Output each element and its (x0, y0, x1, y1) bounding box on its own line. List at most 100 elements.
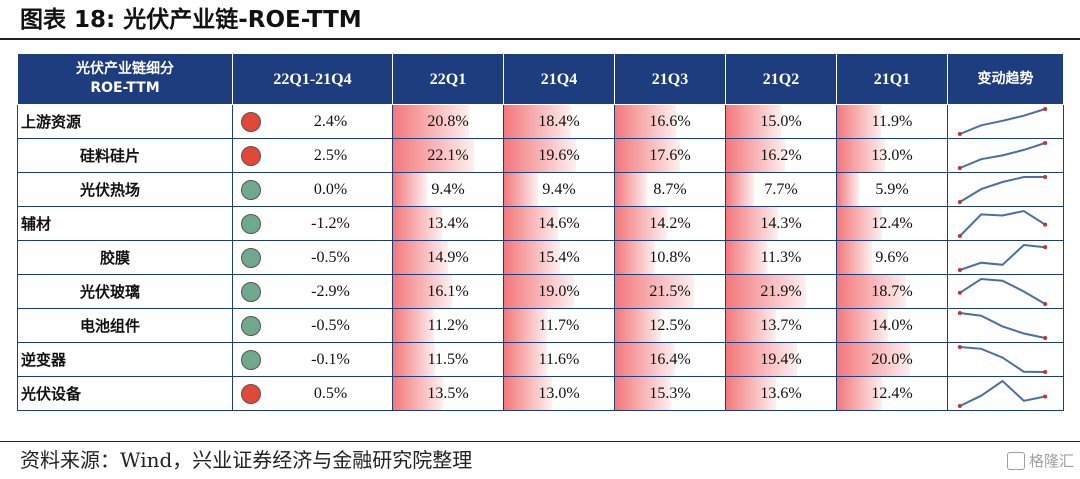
roe-value: 15.4% (538, 249, 580, 266)
change-header: 22Q1-21Q4 (232, 53, 393, 105)
roe-cell: 15.0% (725, 104, 837, 139)
segment-name: 光伏设备 (17, 376, 233, 411)
trend-cell (947, 308, 1064, 343)
segment-header: 光伏产业链细分 ROE-TTM (17, 53, 233, 105)
roe-bar (726, 241, 768, 274)
roe-bar (615, 207, 668, 240)
roe-value: 18.4% (538, 113, 580, 130)
roe-table: 光伏产业链细分 ROE-TTM 22Q1-21Q4 22Q1 21Q4 21Q3… (17, 53, 1064, 411)
roe-bar (504, 377, 552, 410)
roe-value: 16.2% (760, 147, 802, 164)
roe-bar (504, 173, 539, 206)
roe-cell: 18.4% (503, 104, 615, 139)
roe-bar (615, 241, 655, 274)
trend-sparkline (957, 209, 1048, 238)
roe-cell: 10.8% (614, 240, 726, 275)
change-value: -1.2% (311, 215, 350, 232)
sparkline-end-point (1043, 336, 1048, 340)
roe-bar (615, 173, 647, 206)
roe-value: 19.6% (538, 147, 580, 164)
roe-cell: 15.3% (614, 376, 726, 411)
roe-value: 13.0% (538, 385, 580, 402)
sparkline-path (959, 209, 1046, 237)
roe-bar (615, 343, 676, 376)
change-value: 0.5% (313, 385, 348, 402)
watermark: 格隆汇 (1006, 449, 1074, 473)
roe-value: 9.4% (542, 181, 576, 198)
trend-down-dot-icon (241, 248, 261, 268)
quarter-header-22q1: 22Q1 (392, 53, 504, 105)
roe-value: 21.9% (760, 283, 802, 300)
sparkline-path (959, 108, 1046, 135)
roe-value: 19.0% (538, 283, 580, 300)
change-cell: -0.1% (232, 342, 393, 377)
roe-value: 18.7% (871, 283, 913, 300)
roe-cell: 20.0% (836, 342, 948, 377)
segment-header-line2: ROE-TTM (90, 80, 160, 96)
roe-cell: 12.4% (836, 206, 948, 241)
roe-value: 11.9% (871, 113, 913, 130)
roe-value: 13.5% (427, 385, 469, 402)
roe-bar (504, 207, 558, 240)
table-row: 电池组件 -0.5% 11.2% 11.7% 12.5% 13.7% 14.0% (17, 308, 1064, 343)
roe-cell: 13.0% (836, 138, 948, 173)
roe-bar (393, 309, 435, 342)
segment-name: 光伏热场 (17, 172, 233, 207)
roe-cell: 16.2% (725, 138, 837, 173)
roe-bar (393, 241, 448, 274)
table-body: 上游资源 2.4% 20.8% 18.4% 16.6% 15.0% 11.9% 硅料硅片 2.5… (17, 104, 1064, 411)
roe-cell: 15.4% (503, 240, 615, 275)
sparkline-start-point (957, 234, 962, 238)
roe-bar (615, 139, 680, 172)
roe-bar (726, 139, 786, 172)
sparkline-end-point (1043, 222, 1048, 227)
segment-header-line1: 光伏产业链细分 (76, 61, 174, 77)
roe-cell: 13.7% (725, 308, 837, 343)
roe-cell: 21.9% (725, 274, 837, 309)
trend-sparkline (957, 311, 1048, 340)
roe-value: 11.6% (538, 351, 580, 368)
trend-sparkline (957, 141, 1048, 170)
roe-value: 16.4% (649, 351, 691, 368)
roe-cell: 19.6% (503, 138, 615, 173)
roe-cell: 21.5% (614, 274, 726, 309)
sparkline-start-point (957, 268, 962, 272)
roe-bar (726, 207, 779, 240)
table-row: 上游资源 2.4% 20.8% 18.4% 16.6% 15.0% 11.9% (17, 104, 1064, 139)
change-value: 2.4% (313, 113, 348, 130)
roe-cell: 8.7% (614, 172, 726, 207)
sparkline-start-point (957, 290, 962, 295)
roe-bar (615, 377, 672, 410)
roe-cell: 11.2% (392, 308, 504, 343)
roe-value: 10.8% (649, 249, 691, 266)
roe-value: 12.4% (871, 215, 913, 232)
change-cell: -2.9% (232, 274, 393, 309)
roe-cell: 22.1% (392, 138, 504, 173)
segment-name: 光伏玻璃 (17, 274, 233, 309)
sparkline-path (959, 142, 1046, 169)
roe-bar (615, 105, 676, 138)
roe-cell: 14.3% (725, 206, 837, 241)
sparkline-start-point (957, 345, 962, 349)
sparkline-path (959, 243, 1046, 271)
table-row: 辅材 -1.2% 13.4% 14.6% 14.2% 14.3% 12.4% (17, 206, 1064, 241)
sparkline-start-point (957, 132, 962, 136)
roe-bar (837, 207, 883, 240)
roe-value: 14.9% (427, 249, 469, 266)
roe-value: 14.2% (649, 215, 691, 232)
roe-value: 7.7% (764, 181, 798, 198)
roe-value: 13.6% (760, 385, 802, 402)
roe-bar (393, 173, 428, 206)
roe-value: 19.4% (760, 351, 802, 368)
roe-bar (504, 343, 547, 376)
roe-bar (504, 275, 574, 308)
trend-down-dot-icon (241, 350, 261, 370)
roe-cell: 9.4% (503, 172, 615, 207)
roe-bar (504, 241, 561, 274)
roe-value: 9.4% (431, 181, 465, 198)
quarter-header-21q3: 21Q3 (614, 53, 726, 105)
roe-cell: 11.5% (392, 342, 504, 377)
roe-value: 17.6% (649, 147, 691, 164)
table-row: 胶膜 -0.5% 14.9% 15.4% 10.8% 11.3% 9.6% (17, 240, 1064, 275)
roe-cell: 5.9% (836, 172, 948, 207)
